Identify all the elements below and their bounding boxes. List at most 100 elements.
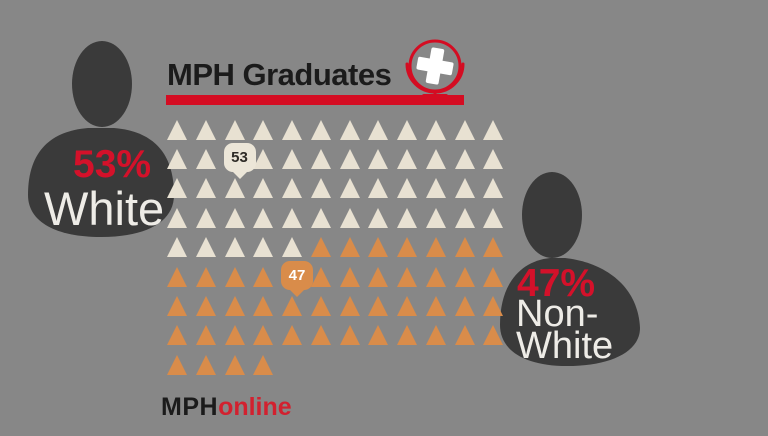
triangle-white-icon xyxy=(167,207,187,228)
triangle-nonwhite-icon xyxy=(339,266,360,287)
triangle-nonwhite-icon xyxy=(167,354,187,375)
triangle-nonwhite-icon xyxy=(368,325,389,346)
triangle-nonwhite-icon xyxy=(483,325,504,346)
triangle-white-icon xyxy=(282,207,302,228)
triangle-nonwhite-icon xyxy=(425,266,446,287)
triangle-nonwhite-icon xyxy=(397,266,417,287)
white-percent-label: 53% xyxy=(73,143,152,186)
nonwhite-percent-label: 47% xyxy=(517,262,596,305)
nonwhite-category-label-line2: White xyxy=(516,325,614,367)
triangle-nonwhite-icon xyxy=(195,266,216,287)
triangle-white-icon xyxy=(310,207,331,228)
triangle-white-icon xyxy=(454,119,475,140)
triangle-white-icon xyxy=(195,148,216,169)
triangle-white-icon xyxy=(253,207,274,228)
triangle-nonwhite-icon xyxy=(224,354,245,375)
mphonline-logo: MPHonline xyxy=(161,393,292,422)
triangle-white-icon xyxy=(167,237,187,258)
triangle-nonwhite-icon xyxy=(339,237,360,258)
person-silhouette-right xyxy=(500,172,640,366)
triangle-white-icon xyxy=(483,207,504,228)
triangle-nonwhite-icon xyxy=(425,325,446,346)
triangle-white-icon xyxy=(282,237,302,258)
triangle-white-icon xyxy=(397,178,417,199)
triangle-white-icon xyxy=(483,119,504,140)
triangle-white-icon xyxy=(368,178,389,199)
triangle-white-icon xyxy=(397,119,417,140)
triangle-nonwhite-icon xyxy=(339,325,360,346)
triangle-white-icon xyxy=(167,119,187,140)
triangle-nonwhite-icon xyxy=(253,325,274,346)
triangle-nonwhite-icon xyxy=(167,266,187,287)
triangle-nonwhite-icon xyxy=(310,237,331,258)
triangle-white-icon xyxy=(310,148,331,169)
triangle-nonwhite-icon xyxy=(195,295,216,316)
triangle-white-icon xyxy=(195,237,216,258)
triangle-white-icon xyxy=(167,148,187,169)
triangle-white-icon xyxy=(368,119,389,140)
triangle-nonwhite-icon xyxy=(167,295,187,316)
page-title: MPH Graduates xyxy=(167,57,392,92)
triangle-white-icon xyxy=(282,119,302,140)
white-category-label: White xyxy=(44,182,165,235)
triangle-nonwhite-icon xyxy=(483,237,504,258)
nonwhite-count-badge: 47 xyxy=(281,261,313,290)
triangle-nonwhite-icon xyxy=(310,325,331,346)
triangle-white-icon xyxy=(224,237,245,258)
triangle-white-icon xyxy=(224,207,245,228)
triangle-white-icon xyxy=(224,178,245,199)
triangle-white-icon xyxy=(339,119,360,140)
triangle-white-icon xyxy=(253,237,274,258)
triangle-white-icon xyxy=(454,148,475,169)
triangle-white-icon xyxy=(282,148,302,169)
triangle-white-icon xyxy=(195,178,216,199)
triangle-white-icon xyxy=(425,178,446,199)
triangle-nonwhite-icon xyxy=(167,325,187,346)
triangle-white-icon xyxy=(425,119,446,140)
triangle-white-icon xyxy=(310,178,331,199)
triangle-nonwhite-icon xyxy=(310,295,331,316)
triangle-nonwhite-icon xyxy=(368,266,389,287)
triangle-nonwhite-icon xyxy=(454,237,475,258)
triangle-nonwhite-icon xyxy=(397,237,417,258)
triangle-nonwhite-icon xyxy=(253,266,274,287)
triangle-white-icon xyxy=(397,148,417,169)
triangle-nonwhite-icon xyxy=(282,325,302,346)
triangle-nonwhite-icon xyxy=(454,266,475,287)
triangle-nonwhite-icon xyxy=(368,295,389,316)
triangle-nonwhite-icon xyxy=(397,295,417,316)
triangle-white-icon xyxy=(397,207,417,228)
triangle-white-icon xyxy=(253,178,274,199)
triangle-nonwhite-icon xyxy=(425,295,446,316)
triangle-white-icon xyxy=(282,178,302,199)
triangle-white-icon xyxy=(368,148,389,169)
triangle-white-icon xyxy=(195,207,216,228)
title-underline xyxy=(166,95,464,105)
triangle-nonwhite-icon xyxy=(195,325,216,346)
triangle-nonwhite-icon xyxy=(339,295,360,316)
triangle-nonwhite-icon xyxy=(483,295,504,316)
triangle-white-icon xyxy=(195,119,216,140)
triangle-white-icon xyxy=(483,148,504,169)
person-silhouette-left xyxy=(28,41,174,237)
triangle-nonwhite-icon xyxy=(454,325,475,346)
triangle-nonwhite-icon xyxy=(253,354,274,375)
triangle-white-icon xyxy=(339,178,360,199)
triangle-white-icon xyxy=(310,119,331,140)
logo-text-bold: MPH xyxy=(161,393,219,421)
globe-medical-cross-icon xyxy=(405,39,465,98)
triangle-nonwhite-icon xyxy=(310,266,331,287)
triangle-white-icon xyxy=(483,178,504,199)
triangle-white-icon xyxy=(368,207,389,228)
triangle-white-icon xyxy=(339,207,360,228)
triangle-nonwhite-icon xyxy=(282,295,302,316)
triangle-nonwhite-icon xyxy=(454,295,475,316)
triangle-white-icon xyxy=(167,178,187,199)
triangle-white-icon xyxy=(454,207,475,228)
triangle-white-icon xyxy=(425,207,446,228)
white-count-badge: 53 xyxy=(223,143,256,173)
nonwhite-category-label-line1: Non- xyxy=(516,293,599,335)
triangle-nonwhite-icon xyxy=(224,295,245,316)
